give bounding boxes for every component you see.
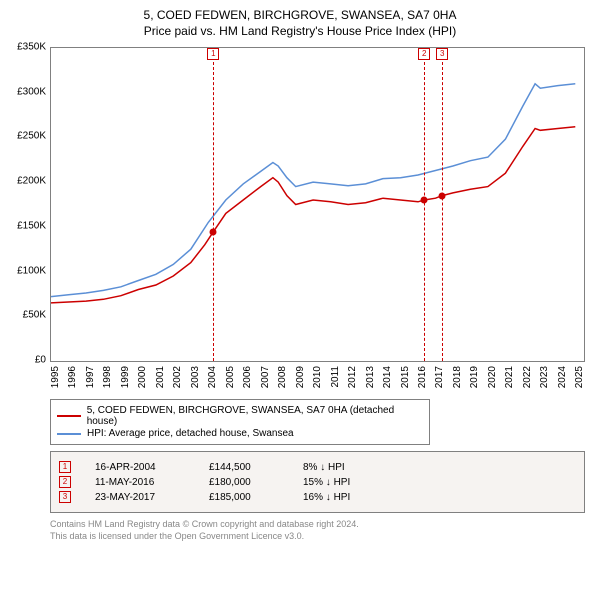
- x-tick-label: 2010: [312, 366, 323, 388]
- x-tick-label: 1995: [50, 366, 61, 388]
- title-block: 5, COED FEDWEN, BIRCHGROVE, SWANSEA, SA7…: [10, 8, 590, 38]
- event-diff: 15% ↓ HPI: [303, 477, 350, 488]
- y-tick-label: £200K: [17, 176, 46, 187]
- event-date: 16-APR-2004: [95, 462, 185, 473]
- footer-line2: This data is licensed under the Open Gov…: [50, 531, 590, 543]
- x-tick-label: 2012: [347, 366, 358, 388]
- x-tick-label: 2005: [225, 366, 236, 388]
- x-tick-label: 2015: [400, 366, 411, 388]
- marker-line: [424, 62, 425, 361]
- event-marker: 2: [59, 476, 71, 488]
- x-tick-label: 2011: [330, 366, 341, 388]
- series-line: [51, 84, 575, 297]
- x-tick-label: 2020: [487, 366, 498, 388]
- y-tick-label: £150K: [17, 220, 46, 231]
- chart-area: £0 £50K £100K £150K £200K £250K £300K £350K 1 23…: [10, 42, 590, 397]
- marker-box: 2: [418, 48, 430, 60]
- title-subtitle: Price paid vs. HM Land Registry's House …: [10, 24, 590, 38]
- x-tick-label: 2006: [242, 366, 253, 388]
- x-tick-label: 2013: [365, 366, 376, 388]
- x-tick-label: 2014: [382, 366, 393, 388]
- x-tick-label: 1999: [120, 366, 131, 388]
- legend-row: HPI: Average price, detached house, Swan…: [57, 428, 423, 439]
- x-tick-label: 2000: [137, 366, 148, 388]
- legend-label: 5, COED FEDWEN, BIRCHGROVE, SWANSEA, SA7…: [87, 405, 423, 427]
- footer: Contains HM Land Registry data © Crown c…: [50, 519, 590, 542]
- x-tick-label: 1996: [67, 366, 78, 388]
- legend-box: 5, COED FEDWEN, BIRCHGROVE, SWANSEA, SA7…: [50, 399, 430, 445]
- marker-box: 3: [436, 48, 448, 60]
- plot-svg: [51, 48, 584, 361]
- legend-row: 5, COED FEDWEN, BIRCHGROVE, SWANSEA, SA7…: [57, 405, 423, 427]
- event-price: £185,000: [209, 492, 279, 503]
- x-tick-label: 2022: [522, 366, 533, 388]
- x-axis: 1995 1996 1997 1998 1999 2000 2001 2002 2003 2004…: [50, 364, 585, 399]
- event-price: £180,000: [209, 477, 279, 488]
- x-tick-label: 2002: [172, 366, 183, 388]
- x-tick-label: 2018: [452, 366, 463, 388]
- y-tick-label: £250K: [17, 131, 46, 142]
- legend-swatch: [57, 433, 81, 435]
- event-date: 11-MAY-2016: [95, 477, 185, 488]
- event-row: 1 16-APR-2004 £144,500 8% ↓ HPI: [59, 461, 576, 473]
- x-tick-label: 2023: [539, 366, 550, 388]
- x-tick-label: 1997: [85, 366, 96, 388]
- x-tick-label: 2019: [469, 366, 480, 388]
- marker-dot: [210, 228, 217, 235]
- marker-line: [213, 62, 214, 361]
- event-row: 2 11-MAY-2016 £180,000 15% ↓ HPI: [59, 476, 576, 488]
- marker-line: [442, 62, 443, 361]
- event-marker: 3: [59, 491, 71, 503]
- plot-region: 1 23: [50, 47, 585, 362]
- y-tick-label: £0: [35, 355, 46, 366]
- x-tick-label: 2024: [557, 366, 568, 388]
- footer-line1: Contains HM Land Registry data © Crown c…: [50, 519, 590, 531]
- events-box: 1 16-APR-2004 £144,500 8% ↓ HPI 2 11-MAY-2016…: [50, 451, 585, 513]
- x-tick-label: 2025: [574, 366, 585, 388]
- chart-container: 5, COED FEDWEN, BIRCHGROVE, SWANSEA, SA7…: [0, 0, 600, 590]
- x-tick-label: 2009: [295, 366, 306, 388]
- event-date: 23-MAY-2017: [95, 492, 185, 503]
- y-tick-label: £50K: [23, 310, 46, 321]
- x-tick-label: 2017: [434, 366, 445, 388]
- x-tick-label: 2016: [417, 366, 428, 388]
- x-tick-label: 2003: [190, 366, 201, 388]
- y-axis: £0£50K£100K£150K£200K£250K£300K£350K: [10, 47, 48, 362]
- x-tick-label: 1998: [102, 366, 113, 388]
- x-tick-label: 2004: [207, 366, 218, 388]
- legend-swatch: [57, 415, 81, 417]
- x-tick-label: 2008: [277, 366, 288, 388]
- x-tick-label: 2001: [155, 366, 166, 388]
- x-tick-label: 2007: [260, 366, 271, 388]
- legend-label: HPI: Average price, detached house, Swan…: [87, 428, 294, 439]
- marker-dot: [421, 197, 428, 204]
- marker-dot: [439, 192, 446, 199]
- title-address: 5, COED FEDWEN, BIRCHGROVE, SWANSEA, SA7…: [10, 8, 590, 22]
- series-line: [51, 127, 575, 303]
- event-price: £144,500: [209, 462, 279, 473]
- x-tick-label: 2021: [504, 366, 515, 388]
- y-tick-label: £350K: [17, 42, 46, 53]
- y-tick-label: £300K: [17, 86, 46, 97]
- marker-box: 1: [207, 48, 219, 60]
- event-marker: 1: [59, 461, 71, 473]
- event-row: 3 23-MAY-2017 £185,000 16% ↓ HPI: [59, 491, 576, 503]
- y-tick-label: £100K: [17, 265, 46, 276]
- event-diff: 8% ↓ HPI: [303, 462, 345, 473]
- event-diff: 16% ↓ HPI: [303, 492, 350, 503]
